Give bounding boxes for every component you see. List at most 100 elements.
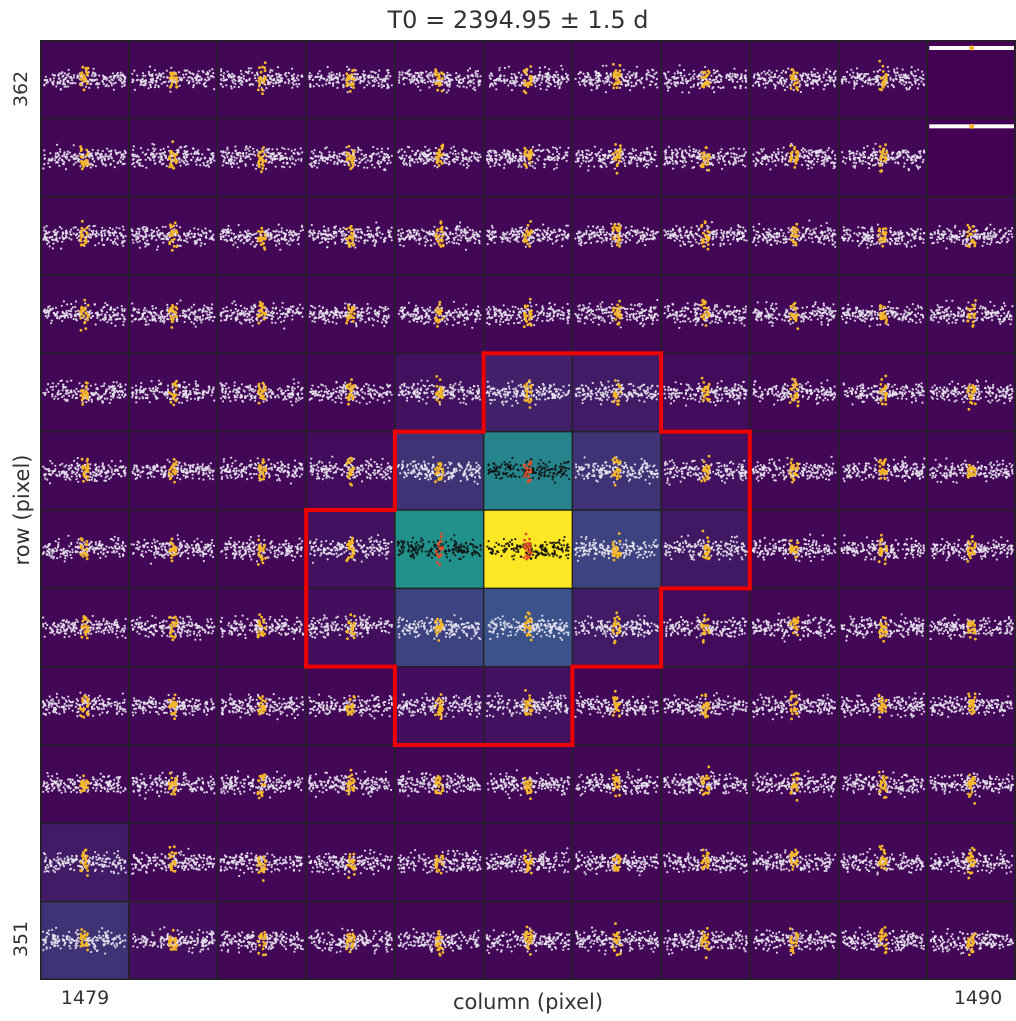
pixel-lightcurve (219, 300, 304, 330)
pixel-lightcurve (663, 302, 748, 329)
pixel-lightcurve (131, 379, 216, 404)
in-transit-points (700, 298, 711, 327)
x-axis-label: column (pixel) (40, 990, 1016, 1014)
pixel-cell-r354-c1483 (394, 666, 484, 745)
in-transit-points (966, 534, 977, 563)
pixel-cell-r351-c1482 (306, 901, 395, 980)
pixel-cell-r362-c1487 (749, 40, 839, 119)
pixel-cell-r358-c1483 (394, 353, 484, 432)
pixel-cell-r351-c1485 (572, 901, 662, 980)
pixel-cell-r359-c1489 (927, 275, 1016, 354)
in-transit-points (878, 844, 888, 871)
in-transit-points (256, 855, 268, 882)
pixel-lightcurve (751, 612, 836, 643)
in-transit-points (346, 378, 356, 406)
in-transit-points (522, 611, 533, 642)
in-transit-points (877, 926, 888, 955)
pixel-lightcurve (42, 771, 127, 794)
pixel-lightcurve (574, 926, 660, 956)
in-transit-points (345, 68, 356, 93)
pixel-cell-r353-c1484 (483, 745, 573, 824)
in-transit-points (522, 532, 533, 561)
in-transit-points (789, 848, 799, 871)
in-transit-points (345, 536, 356, 563)
pixel-lightcurve (43, 67, 127, 91)
pixel-cell-r360-c1480 (128, 196, 218, 275)
pixel-cell-r359-c1479 (40, 275, 129, 354)
pixel-lightcurve (575, 768, 659, 797)
pixel-lightcurve (574, 614, 660, 642)
in-transit-points (345, 768, 356, 796)
pixel-lightcurve (309, 455, 393, 483)
in-transit-points (700, 613, 711, 644)
x-tick-label-left: 1479 (61, 987, 109, 1009)
pixel-cell-r355-c1480 (128, 588, 218, 667)
in-transit-points (966, 463, 977, 479)
pixel-cell-r361-c1488 (838, 118, 928, 197)
in-transit-points (434, 854, 445, 875)
pixel-cell-r360-c1482 (306, 196, 395, 275)
in-transit-points (789, 301, 800, 330)
pixel-lightcurve (131, 142, 216, 169)
pixel-lightcurve (308, 302, 390, 328)
in-transit-points (611, 689, 621, 718)
pixel-cell-r356-c1479 (40, 510, 129, 589)
pixel-lightcurve (752, 301, 837, 327)
pixel-lightcurve (42, 143, 127, 171)
pixel-lightcurve (487, 614, 570, 642)
in-transit-points (434, 617, 444, 642)
plot-frame (40, 40, 1016, 980)
pixel-lightcurve (663, 145, 747, 172)
pixel-cell-r362-c1482 (306, 40, 395, 119)
pixel-lightcurve (131, 847, 216, 875)
pixel-cell-r358-c1487 (749, 353, 839, 432)
pixel-cell-r360-c1487 (749, 196, 839, 275)
in-transit-points (256, 773, 267, 800)
pixel-cell-r355-c1486 (661, 588, 750, 667)
pixel-cell-r354-c1481 (217, 666, 307, 745)
pixel-cell-r362-c1479 (40, 40, 129, 119)
pixel-cell-r354-c1484 (483, 666, 573, 745)
pixel-lightcurve (486, 223, 570, 248)
pixel-cell-r357-c1485 (572, 431, 662, 510)
pixel-cell-r359-c1487 (749, 275, 839, 354)
in-transit-points (612, 62, 622, 90)
in-transit-points (345, 613, 356, 640)
pixel-cell-r354-c1486 (661, 666, 750, 745)
in-transit-points (700, 693, 711, 719)
pixel-cell-r356-c1487 (749, 510, 839, 589)
pixel-cell-r359-c1483 (394, 275, 484, 354)
pixel-cell-r355-c1479 (40, 588, 129, 667)
pixel-lightcurve (752, 219, 837, 248)
pixel-cell-r359-c1484 (483, 275, 573, 354)
in-transit-points (523, 925, 534, 956)
pixel-cell-r362-c1486 (661, 40, 750, 119)
in-transit-points (168, 379, 179, 407)
pixel-cell-r362-c1484 (483, 40, 573, 119)
pixel-cell-r357-c1488 (838, 431, 928, 510)
in-transit-points (611, 456, 622, 487)
pixel-cell-r361-c1489 (927, 118, 1016, 197)
in-transit-points (877, 458, 889, 481)
in-transit-points (877, 227, 888, 248)
in-transit-points (522, 220, 534, 248)
pixel-cell-r362-c1483 (394, 40, 484, 119)
in-transit-points (434, 532, 445, 567)
in-transit-points (788, 458, 800, 484)
in-transit-points (434, 300, 445, 328)
pixel-cell-r351-c1489 (927, 901, 1016, 980)
pixel-cell-r355-c1483 (394, 588, 484, 667)
pixel-cell-r351-c1488 (838, 901, 928, 980)
in-transit-point (969, 45, 975, 51)
pixel-cell-r354-c1487 (749, 666, 839, 745)
x-tick-label-right: 1490 (954, 987, 1002, 1009)
pixel-cell-r356-c1486 (661, 510, 750, 589)
pixel-cell-r361-c1484 (483, 118, 573, 197)
in-transit-points (967, 692, 977, 716)
pixel-cell-r352-c1489 (927, 823, 1016, 902)
in-transit-points (168, 615, 179, 642)
in-transit-points (434, 461, 445, 484)
in-transit-points (256, 613, 267, 639)
in-transit-points (79, 848, 90, 877)
in-transit-points (523, 379, 534, 409)
